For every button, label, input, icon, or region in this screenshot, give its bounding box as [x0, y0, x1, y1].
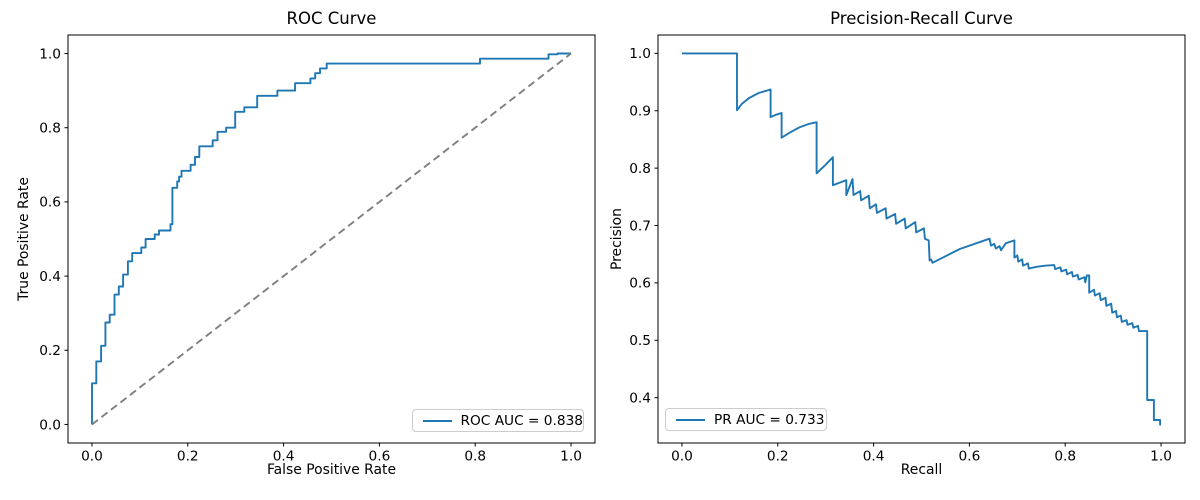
y-tick-label: 0.6 [39, 195, 61, 211]
x-tick-label: 0.2 [767, 449, 789, 465]
y-tick-label: 0.8 [39, 121, 61, 137]
pr-legend-label: PR AUC = 0.733 [714, 411, 825, 428]
x-tick-label: 0.4 [863, 449, 885, 465]
x-tick-label: 0.2 [177, 449, 199, 465]
pr-yaxis-label: Precision [609, 208, 625, 270]
x-tick-label: 0.6 [959, 449, 981, 465]
x-tick-label: 0.6 [369, 449, 391, 465]
roc-legend-label: ROC AUC = 0.838 [460, 412, 584, 429]
y-tick-label: 0.5 [629, 333, 651, 349]
pr-chart-title: Precision-Recall Curve [830, 9, 1013, 28]
pr-legend-line-sample [676, 418, 705, 421]
x-tick-label: 1.0 [560, 449, 582, 465]
x-tick-label: 0.0 [671, 449, 693, 465]
y-tick-label: 0.9 [629, 104, 651, 120]
x-tick-label: 0.0 [81, 449, 103, 465]
y-tick-label: 0.0 [39, 417, 61, 433]
y-tick-label: 0.8 [629, 161, 651, 177]
y-tick-label: 1.0 [629, 46, 651, 62]
roc-xaxis-label: False Positive Rate [266, 462, 397, 478]
y-tick-label: 0.4 [629, 390, 651, 406]
roc-legend-line-sample [423, 419, 452, 422]
axes-frame [67, 34, 596, 444]
roc-chart-title: ROC Curve [286, 9, 377, 28]
y-tick-label: 0.2 [39, 343, 61, 359]
y-tick-label: 1.0 [39, 46, 61, 62]
x-tick-label: 0.4 [273, 449, 295, 465]
pr-legend: PR AUC = 0.733 [665, 408, 827, 431]
roc-curve-line [91, 52, 571, 425]
chance-diagonal-line [91, 52, 572, 426]
y-tick-label: 0.4 [39, 269, 61, 285]
x-tick-label: 1.0 [1150, 449, 1172, 465]
x-tick-label: 0.8 [464, 449, 486, 465]
roc-subplot: 0.0 0.2 0.4 0.6 0.8 1.0 0.0 0.2 0.4 0.6 0.8 1.0 [39, 34, 596, 465]
roc-yaxis-label: True Positive Rate [16, 177, 32, 301]
pr-curve-line [682, 52, 1162, 426]
y-tick-label: 0.6 [629, 276, 651, 292]
roc-legend: ROC AUC = 0.838 [412, 409, 584, 432]
x-tick-label: 0.8 [1054, 449, 1076, 465]
pr-xaxis-label: Recall [900, 462, 943, 478]
y-tick-label: 0.7 [629, 218, 651, 234]
pr-subplot: 0.0 0.2 0.4 0.6 0.8 1.0 0.4 0.5 0.6 0.7 0.8 0.9 1.0 [629, 34, 1186, 465]
axes-frame [657, 34, 1186, 444]
